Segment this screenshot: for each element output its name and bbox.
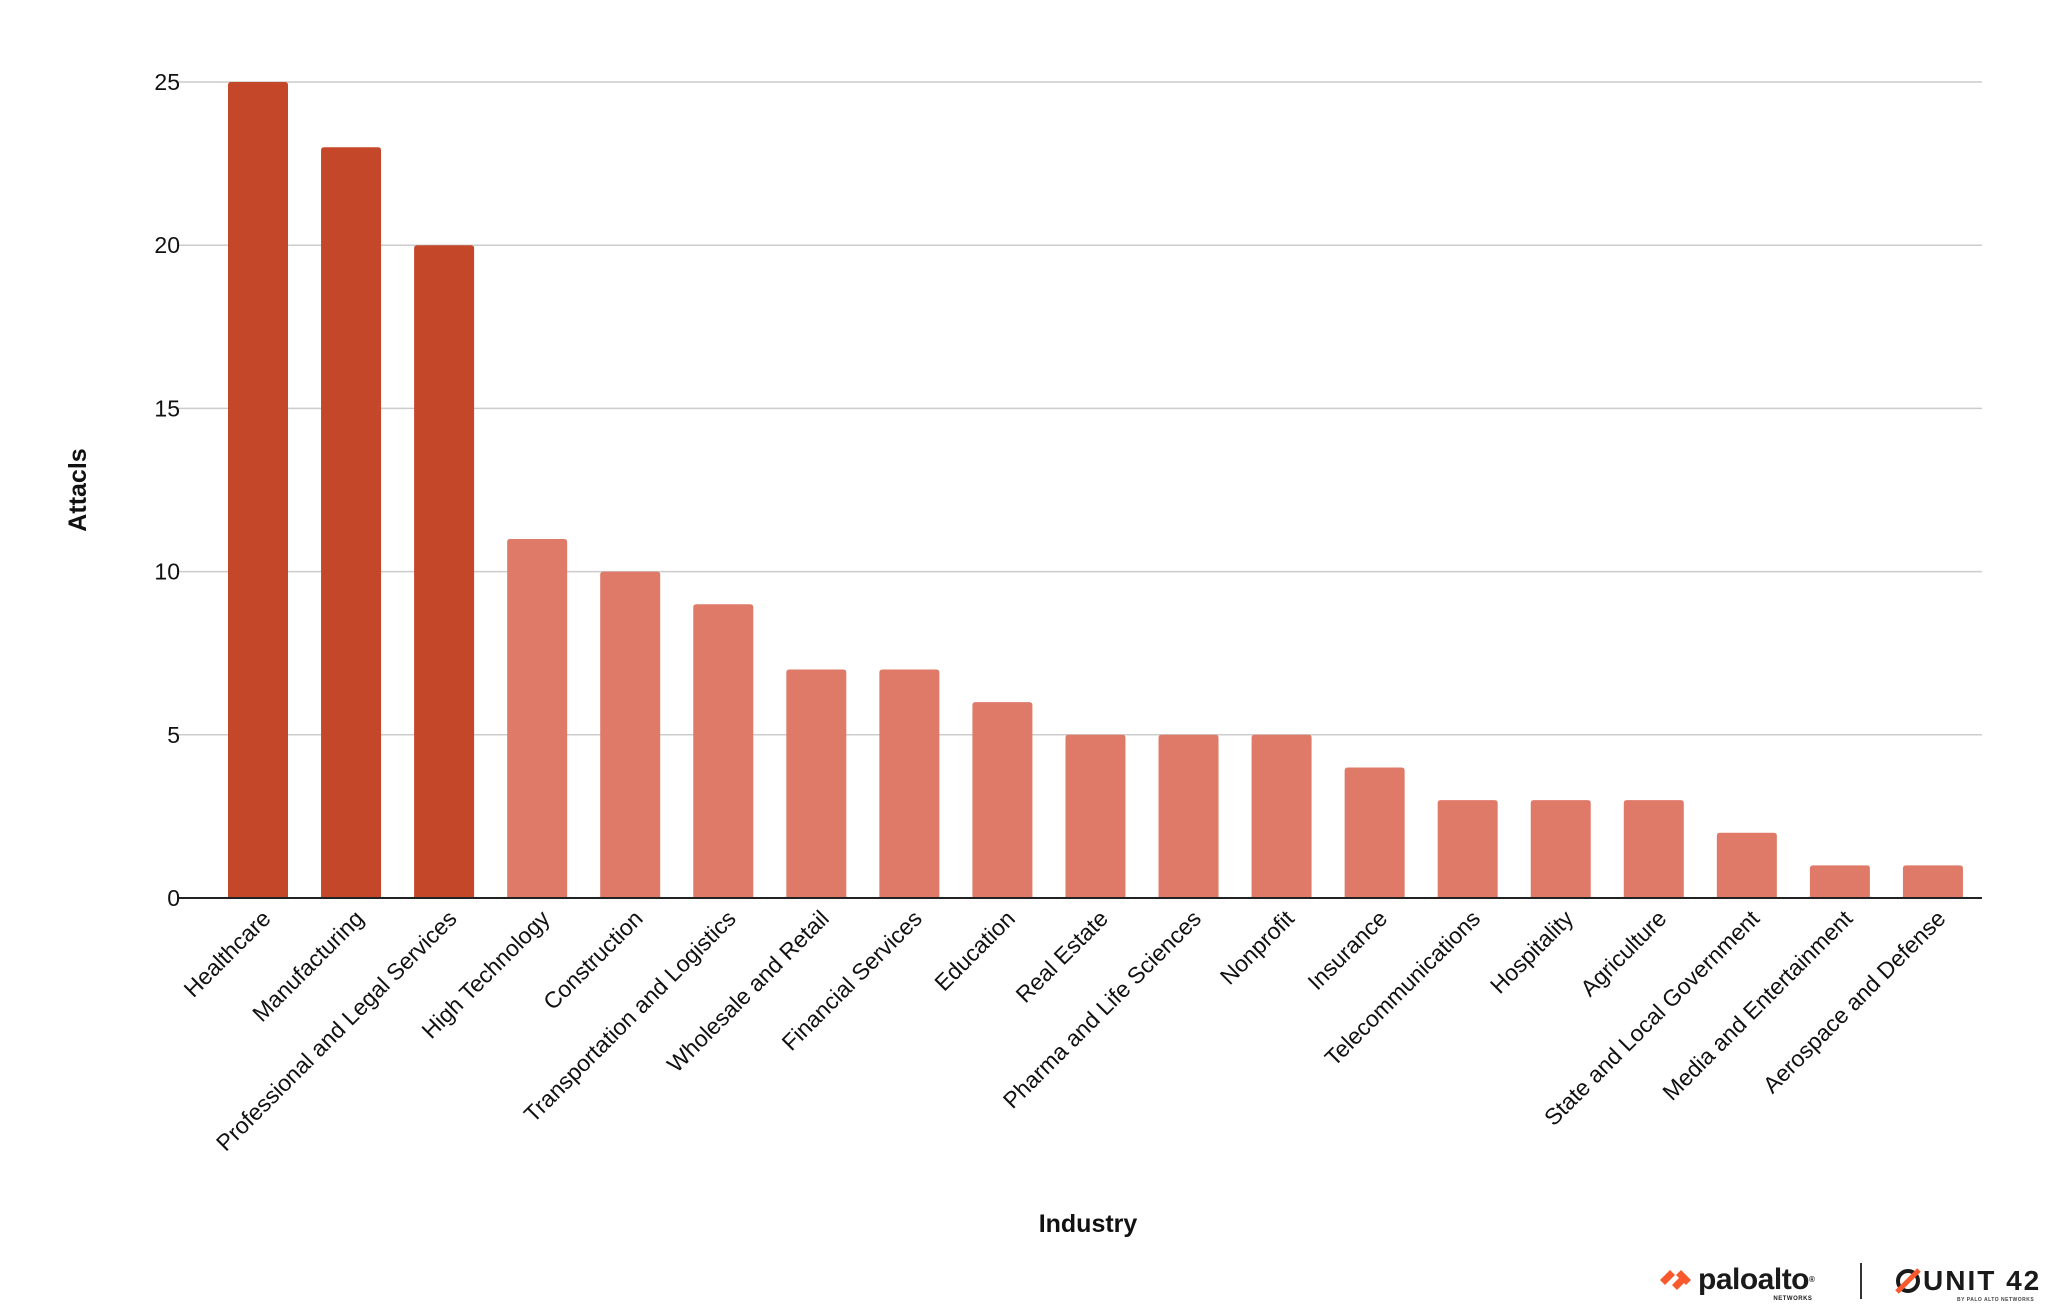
bar	[693, 604, 754, 898]
y-tick-label: 0	[167, 885, 180, 911]
unit42-wordmark: UNIT 42 BY PALO ALTO NETWORKS	[1923, 1265, 2042, 1303]
unit42-logo: UNIT 42 BY PALO ALTO NETWORKS	[1893, 1265, 2042, 1303]
x-axis-title: Industry	[1039, 1210, 1138, 1238]
x-tick-label: Nonprofit	[1215, 905, 1300, 990]
paloalto-networks-label: NETWORKS	[1773, 1296, 1813, 1302]
x-tick-label: Real Estate	[1011, 905, 1113, 1007]
bar	[1158, 734, 1219, 898]
y-axis-title: Attacls	[64, 448, 92, 531]
x-tick-label: Telecommunications	[1319, 905, 1485, 1071]
unit42-byline: BY PALO ALTO NETWORKS	[1957, 1297, 2035, 1303]
paloalto-wordmark: paloalto® NETWORKS	[1698, 1263, 1815, 1303]
bar	[228, 82, 288, 898]
x-tick-label: Media and Entertainment	[1657, 905, 1858, 1106]
bar	[879, 669, 940, 898]
unit42-mark-icon	[1895, 1268, 1921, 1294]
paloalto-mark-icon	[1660, 1270, 1691, 1290]
y-tick-label: 20	[154, 232, 180, 258]
y-tick-label: 10	[154, 559, 180, 585]
x-tick-label: Pharma and Life Sciences	[998, 905, 1206, 1113]
x-tick-label: Education	[929, 905, 1020, 996]
logo-divider	[1860, 1263, 1862, 1299]
bar	[414, 245, 475, 898]
bar	[321, 147, 382, 898]
x-tick-label: Insurance	[1302, 905, 1392, 995]
paloalto-logo: paloalto® NETWORKS	[1658, 1263, 1815, 1303]
bar	[1437, 800, 1498, 898]
bar	[1623, 800, 1684, 898]
bars	[228, 82, 1963, 898]
bar	[1251, 734, 1312, 898]
y-tick-labels: 0 5 10 15 20 25	[154, 69, 180, 911]
x-tick-label: Agriculture	[1575, 905, 1671, 1001]
bar	[786, 669, 847, 898]
bar	[1902, 865, 1963, 898]
bar	[1809, 865, 1870, 898]
y-tick-label: 15	[154, 395, 180, 421]
y-tick-label: 25	[154, 69, 180, 95]
bar	[600, 571, 661, 898]
x-tick-label: Wholesale and Retail	[662, 905, 834, 1077]
x-tick-label: Healthcare	[178, 905, 275, 1002]
x-tick-label: Hospitality	[1485, 905, 1579, 999]
x-tick-label: Aerospace and Defense	[1758, 905, 1951, 1098]
gridlines	[178, 81, 1982, 736]
bar	[507, 538, 568, 898]
y-tick-label: 5	[167, 722, 180, 748]
bar	[1065, 734, 1126, 898]
bar	[972, 702, 1033, 898]
bar	[1716, 832, 1777, 898]
bar	[1344, 767, 1405, 898]
bar	[1530, 800, 1591, 898]
